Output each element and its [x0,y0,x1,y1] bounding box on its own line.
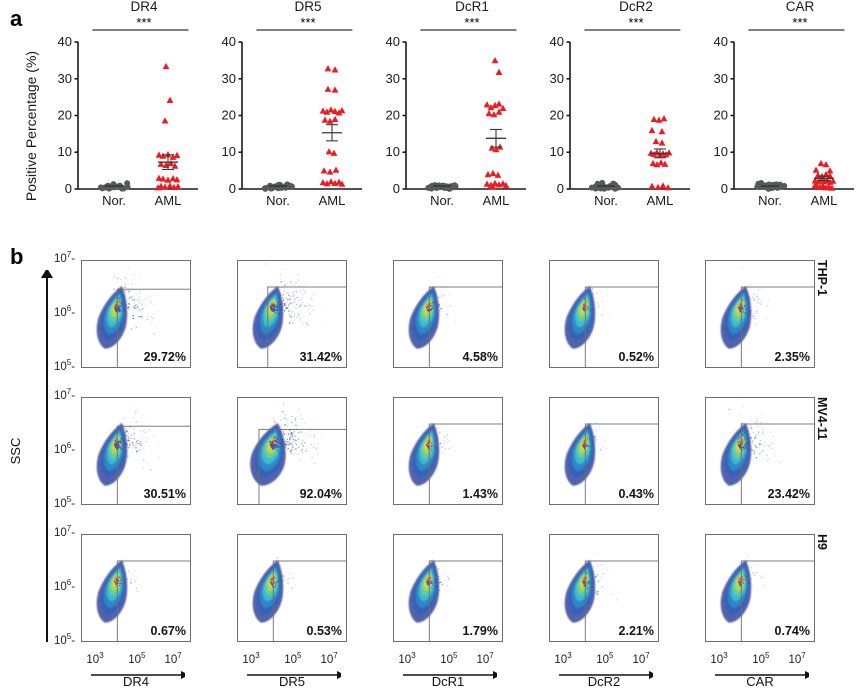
svg-text:20: 20 [386,108,400,123]
svg-text:0: 0 [721,181,728,196]
svg-text:20: 20 [550,108,564,123]
svg-text:***: *** [300,15,315,30]
svg-text:0: 0 [557,181,564,196]
svg-text:10: 10 [222,144,236,159]
svg-text:0: 0 [229,181,236,196]
svg-text:0.53%: 0.53% [307,624,342,638]
svg-text:0: 0 [393,181,400,196]
svg-text:30: 30 [550,71,564,86]
svg-text:10: 10 [386,144,400,159]
svg-text:DcR1: DcR1 [455,0,489,14]
svg-text:20: 20 [714,108,728,123]
svg-text:4.58%: 4.58% [463,350,498,364]
svg-text:40: 40 [550,34,564,49]
svg-text:***: *** [628,15,643,30]
svg-text:20: 20 [222,108,236,123]
svg-text:30: 30 [714,71,728,86]
svg-text:40: 40 [714,34,728,49]
svg-text:Nor.: Nor. [758,193,782,208]
svg-text:40: 40 [386,34,400,49]
svg-text:10: 10 [58,144,72,159]
svg-text:AML: AML [319,193,346,208]
svg-text:29.72%: 29.72% [144,350,186,364]
svg-text:***: *** [136,15,151,30]
svg-text:40: 40 [222,34,236,49]
svg-text:DR5: DR5 [294,0,321,14]
svg-text:30: 30 [58,71,72,86]
svg-text:AML: AML [647,193,674,208]
svg-text:Nor.: Nor. [594,193,618,208]
svg-text:40: 40 [58,34,72,49]
svg-text:AML: AML [811,193,838,208]
svg-text:0.67%: 0.67% [151,624,186,638]
svg-text:92.04%: 92.04% [300,487,342,501]
svg-text:31.42%: 31.42% [300,350,342,364]
svg-text:***: *** [464,15,479,30]
svg-text:20: 20 [58,108,72,123]
svg-text:DcR2: DcR2 [619,0,653,14]
svg-text:10: 10 [714,144,728,159]
svg-text:0.74%: 0.74% [775,624,810,638]
svg-text:CAR: CAR [786,0,815,14]
svg-text:2.21%: 2.21% [619,624,654,638]
svg-text:Nor.: Nor. [430,193,454,208]
svg-text:30.51%: 30.51% [144,487,186,501]
svg-text:AML: AML [483,193,510,208]
svg-text:30: 30 [386,71,400,86]
svg-text:2.35%: 2.35% [775,350,810,364]
svg-text:Nor.: Nor. [102,193,126,208]
svg-text:AML: AML [155,193,182,208]
svg-text:1.79%: 1.79% [463,624,498,638]
svg-text:0.52%: 0.52% [619,350,654,364]
svg-text:DR4: DR4 [130,0,157,14]
svg-text:0.43%: 0.43% [619,487,654,501]
svg-text:Nor.: Nor. [266,193,290,208]
svg-text:30: 30 [222,71,236,86]
svg-text:23.42%: 23.42% [768,487,810,501]
svg-text:0: 0 [65,181,72,196]
svg-text:***: *** [792,15,807,30]
svg-text:10: 10 [550,144,564,159]
svg-text:1.43%: 1.43% [463,487,498,501]
